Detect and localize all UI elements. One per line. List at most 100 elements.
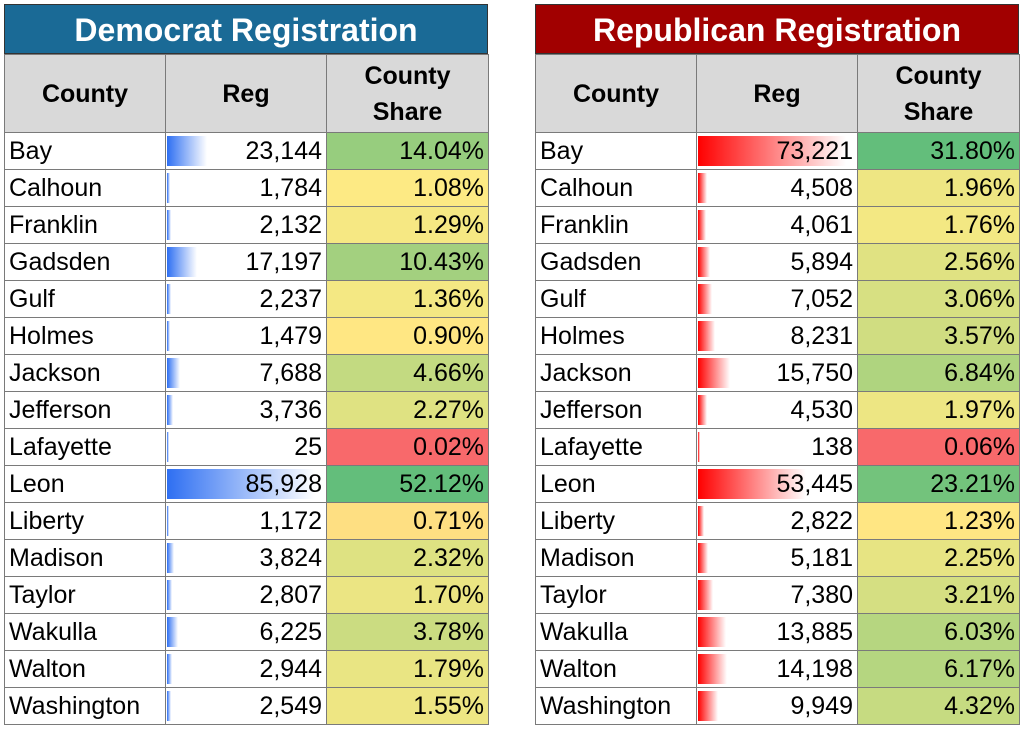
reg-value: 1,479 [259, 321, 322, 350]
republican-reg-bar [698, 691, 719, 721]
republican-reg-bar [698, 321, 715, 351]
republican-title: Republican Registration [535, 4, 1019, 54]
republican-table-row: Taylor 7,380 3.21% [535, 576, 1020, 614]
county-share-cell: 3.78% [326, 613, 489, 651]
reg-value: 2,237 [259, 284, 322, 313]
county-cell: Jefferson [535, 391, 697, 429]
county-share-cell: 31.80% [857, 132, 1020, 170]
reg-cell: 85,928 [165, 465, 327, 503]
democrat-reg-bar [167, 691, 172, 721]
reg-value: 7,688 [259, 358, 322, 387]
republican-table-row: Wakulla 13,885 6.03% [535, 613, 1020, 651]
reg-cell: 53,445 [696, 465, 858, 503]
reg-value: 138 [811, 432, 853, 461]
democrat-table-row: Franklin 2,132 1.29% [4, 206, 489, 244]
republican-reg-bar [698, 617, 727, 647]
reg-cell: 14,198 [696, 650, 858, 688]
reg-value: 9,949 [790, 691, 853, 720]
county-share-cell: 1.29% [326, 206, 489, 244]
county-cell: Gadsden [535, 243, 697, 281]
county-share-cell: 1.97% [857, 391, 1020, 429]
republican-panel: Republican Registration County Reg Count… [535, 4, 1020, 725]
reg-value: 73,221 [776, 136, 853, 165]
reg-value: 5,894 [790, 247, 853, 276]
democrat-table-row: Wakulla 6,225 3.78% [4, 613, 489, 651]
county-share-cell: 3.57% [857, 317, 1020, 355]
county-cell: Washington [535, 687, 697, 725]
county-share-header: County Share [857, 54, 1020, 133]
county-cell: Taylor [535, 576, 697, 614]
democrat-reg-bar [167, 543, 174, 573]
reg-cell: 3,736 [165, 391, 327, 429]
county-share-cell: 14.04% [326, 132, 489, 170]
democrat-table-body: Bay 23,144 14.04% Calhoun 1,784 1.08% Franklin… [4, 132, 489, 725]
county-header: County [4, 54, 166, 133]
republican-table-row: Gulf 7,052 3.06% [535, 280, 1020, 318]
county-share-cell: 3.06% [857, 280, 1020, 318]
county-cell: Liberty [535, 502, 697, 540]
county-cell: Franklin [535, 206, 697, 244]
reg-cell: 25 [165, 428, 327, 466]
democrat-reg-bar [167, 395, 174, 425]
reg-value: 3,736 [259, 395, 322, 424]
republican-reg-bar [698, 506, 704, 536]
reg-cell: 7,052 [696, 280, 858, 318]
reg-header: Reg [696, 54, 858, 133]
democrat-table-row: Walton 2,944 1.79% [4, 650, 489, 688]
county-share-cell: 1.79% [326, 650, 489, 688]
republican-table-row: Washington 9,949 4.32% [535, 687, 1020, 725]
republican-table-row: Franklin 4,061 1.76% [535, 206, 1020, 244]
county-cell: Holmes [4, 317, 166, 355]
democrat-reg-bar [167, 284, 171, 314]
county-cell: Holmes [535, 317, 697, 355]
county-share-cell: 3.21% [857, 576, 1020, 614]
county-cell: Calhoun [535, 169, 697, 207]
democrat-reg-bar [167, 321, 170, 351]
county-cell: Lafayette [4, 428, 166, 466]
county-share-cell: 1.08% [326, 169, 489, 207]
county-cell: Madison [535, 539, 697, 577]
republican-table-row: Jefferson 4,530 1.97% [535, 391, 1020, 429]
democrat-reg-bar [167, 173, 171, 203]
democrat-table-row: Bay 23,144 14.04% [4, 132, 489, 170]
democrat-reg-bar [167, 469, 315, 499]
reg-cell: 2,549 [165, 687, 327, 725]
county-share-cell: 0.71% [326, 502, 489, 540]
democrat-reg-bar [167, 580, 172, 610]
democrat-table-row: Leon 85,928 52.12% [4, 465, 489, 503]
reg-value: 4,508 [790, 173, 853, 202]
republican-reg-bar [698, 580, 713, 610]
county-share-cell: 0.06% [857, 428, 1020, 466]
county-share-cell: 6.84% [857, 354, 1020, 392]
reg-value: 7,052 [790, 284, 853, 313]
democrat-table-row: Taylor 2,807 1.70% [4, 576, 489, 614]
reg-cell: 6,225 [165, 613, 327, 651]
republican-reg-bar [698, 284, 713, 314]
republican-reg-bar [698, 210, 707, 240]
county-cell: Jackson [535, 354, 697, 392]
reg-value: 25 [294, 432, 322, 461]
county-share-cell: 1.36% [326, 280, 489, 318]
republican-table: County Reg County Share Bay 73,221 31.80% C… [535, 54, 1020, 725]
democrat-reg-bar [167, 247, 197, 277]
republican-table-row: Madison 5,181 2.25% [535, 539, 1020, 577]
democrat-table-row: Holmes 1,479 0.90% [4, 317, 489, 355]
reg-value: 6,225 [259, 617, 322, 646]
reg-cell: 8,231 [696, 317, 858, 355]
republican-reg-bar [698, 469, 807, 499]
democrat-table-row: Madison 3,824 2.32% [4, 539, 489, 577]
republican-table-body: Bay 73,221 31.80% Calhoun 4,508 1.96% Franklin… [535, 132, 1020, 725]
democrat-title: Democrat Registration [4, 4, 488, 54]
republican-table-row: Liberty 2,822 1.23% [535, 502, 1020, 540]
county-cell: Gulf [4, 280, 166, 318]
reg-value: 7,380 [790, 580, 853, 609]
reg-header: Reg [165, 54, 327, 133]
reg-cell: 4,061 [696, 206, 858, 244]
democrat-reg-bar [167, 617, 178, 647]
reg-cell: 1,479 [165, 317, 327, 355]
reg-cell: 138 [696, 428, 858, 466]
county-share-cell: 1.76% [857, 206, 1020, 244]
reg-cell: 9,949 [696, 687, 858, 725]
reg-value: 13,885 [776, 617, 853, 646]
democrat-reg-bar [167, 136, 207, 166]
